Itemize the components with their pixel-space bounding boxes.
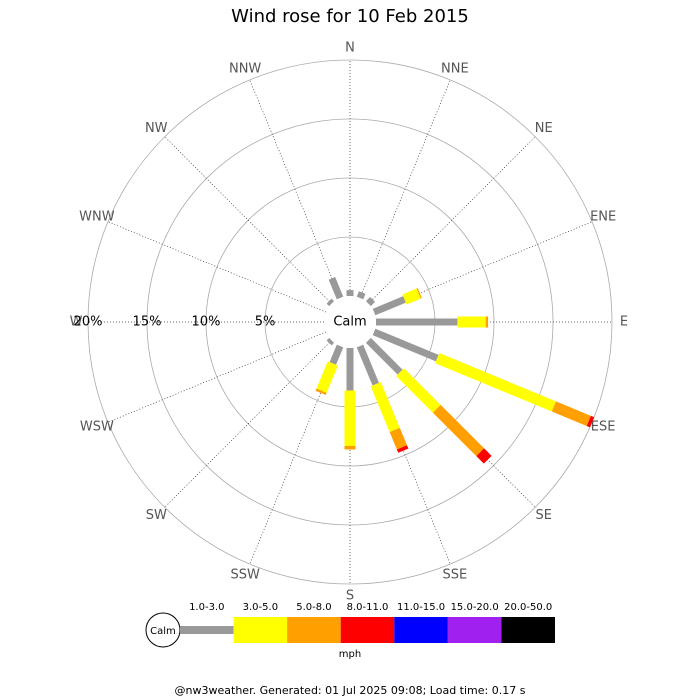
wind-bar — [329, 344, 344, 365]
direction-label: SSW — [230, 568, 260, 583]
wind-bar — [372, 328, 439, 362]
wind-bar — [356, 291, 366, 300]
wind-bar — [356, 344, 379, 386]
direction-label: SW — [146, 508, 167, 523]
legend-label: 5.0-8.0 — [296, 602, 331, 613]
wind-bar — [551, 401, 591, 426]
wind-bar — [396, 368, 441, 413]
legend-label: 11.0-15.0 — [397, 602, 445, 613]
direction-label: SE — [536, 508, 552, 523]
spoke — [107, 331, 327, 423]
grid-ring — [87, 59, 613, 585]
legend-swatch — [447, 617, 502, 643]
wind-bar — [435, 353, 557, 412]
spoke — [359, 79, 451, 299]
r-tick-label: 15% — [133, 315, 162, 330]
direction-label: W — [70, 315, 83, 330]
legend-label: 20.0-50.0 — [504, 602, 552, 613]
direction-label: N — [345, 41, 355, 56]
wind-bar — [389, 427, 408, 450]
wind-bar — [586, 415, 595, 428]
legend-swatch — [180, 626, 234, 634]
legend-label: 1.0-3.0 — [189, 602, 224, 613]
direction-label: NNW — [229, 61, 261, 76]
wind-bar — [372, 296, 406, 316]
legend-swatch — [340, 617, 395, 643]
wind-bar — [328, 277, 344, 300]
direction-label: NE — [535, 121, 553, 136]
spoke — [164, 340, 332, 508]
r-tick-label: 10% — [192, 315, 221, 330]
direction-label: NW — [145, 121, 168, 136]
r-tick-label: 20% — [74, 315, 103, 330]
wind-bar — [402, 288, 421, 305]
legend-swatch — [287, 617, 341, 643]
legend-label: 15.0-20.0 — [451, 602, 499, 613]
legend-label: 8.0-11.0 — [347, 602, 389, 613]
direction-label: SSE — [442, 568, 467, 583]
direction-label: ENE — [590, 210, 616, 225]
chart-title: Wind rose for 10 Feb 2015 — [231, 6, 469, 27]
direction-label: WSW — [80, 419, 114, 434]
wind-bar — [316, 361, 338, 393]
direction-label: NNE — [441, 61, 469, 76]
legend-swatch — [233, 617, 288, 643]
wind-bar — [326, 298, 335, 307]
legend-swatch — [501, 617, 555, 643]
legend-swatch — [394, 617, 448, 643]
wind-bar — [326, 337, 335, 346]
wind-bar — [396, 445, 409, 453]
direction-label: ESE — [591, 419, 616, 434]
r-tick-label: 5% — [255, 315, 276, 330]
wind-bar — [365, 296, 376, 307]
calm-label: Calm — [333, 315, 366, 330]
wind-bar — [432, 404, 485, 457]
spoke — [368, 136, 536, 304]
direction-label: S — [346, 589, 354, 604]
wind-bar — [370, 382, 400, 433]
wind-bar — [315, 388, 327, 396]
direction-label: E — [620, 315, 628, 330]
wind-bar — [476, 448, 492, 464]
spoke — [249, 79, 341, 299]
spoke — [107, 221, 327, 313]
wind-bar — [365, 337, 403, 375]
legend-label: 3.0-5.0 — [243, 602, 278, 613]
unit-label: mph — [339, 649, 361, 660]
spoke — [164, 136, 332, 304]
footer: @nw3weather. Generated: 01 Jul 2025 09:0… — [175, 684, 526, 697]
direction-label: WNW — [79, 210, 115, 225]
legend-calm-label: Calm — [150, 626, 176, 637]
calm-circle — [324, 296, 376, 348]
